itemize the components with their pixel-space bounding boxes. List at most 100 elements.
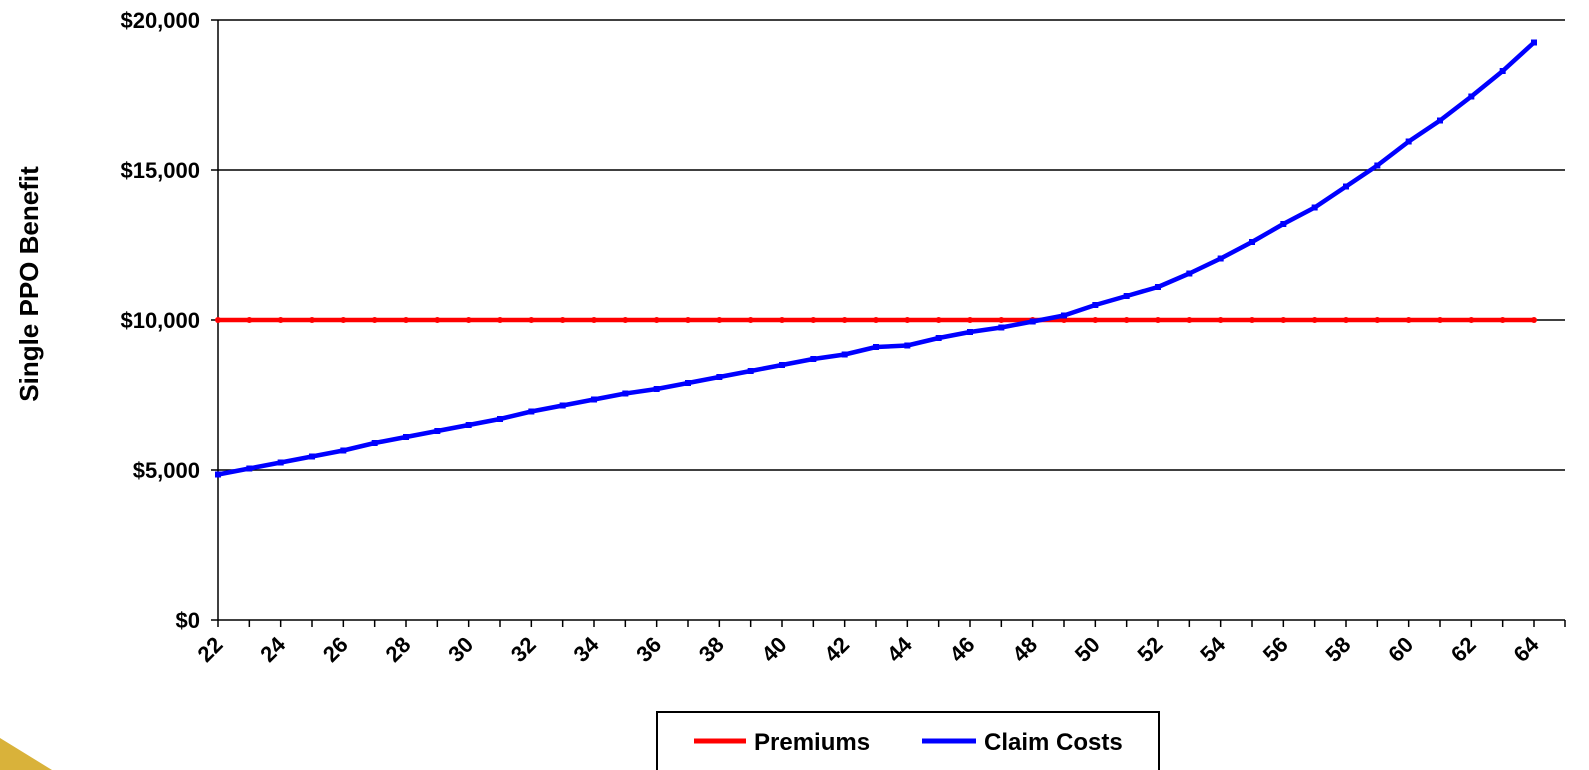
- x-tick-label: 22: [193, 632, 228, 667]
- data-point-premiums: [277, 317, 284, 323]
- data-point-claim-costs: [1123, 293, 1130, 299]
- series-lines: [215, 39, 1537, 478]
- data-point-premiums: [340, 317, 347, 323]
- data-point-claim-costs: [935, 335, 942, 341]
- y-tick-label: $0: [176, 608, 200, 633]
- x-tick-label: 36: [631, 632, 666, 667]
- x-tick-label: 44: [882, 631, 918, 667]
- data-point-claim-costs: [1061, 312, 1067, 319]
- data-point-premiums: [497, 317, 503, 323]
- x-tick-label: 42: [819, 632, 854, 667]
- x-tick-label: 52: [1133, 632, 1168, 667]
- data-point-premiums: [528, 317, 535, 323]
- data-point-claim-costs: [591, 396, 597, 403]
- data-point-premiums: [1155, 317, 1161, 323]
- data-point-claim-costs: [1374, 162, 1381, 169]
- data-point-claim-costs: [434, 428, 441, 434]
- data-point-claim-costs: [810, 356, 817, 362]
- data-point-premiums: [559, 317, 566, 323]
- x-tick-label: 26: [318, 632, 353, 667]
- data-point-claim-costs: [559, 402, 566, 409]
- x-tick-label: 50: [1070, 632, 1105, 667]
- data-point-claim-costs: [215, 471, 221, 478]
- data-point-claim-costs: [1029, 318, 1036, 325]
- data-point-premiums: [1405, 317, 1412, 323]
- data-point-premiums: [1531, 317, 1537, 323]
- x-tick-label: 64: [1509, 631, 1545, 667]
- x-tick-label: 30: [443, 632, 478, 667]
- data-point-claim-costs: [904, 342, 911, 349]
- data-point-premiums: [1311, 317, 1318, 323]
- data-point-premiums: [935, 317, 942, 323]
- data-point-premiums: [465, 317, 472, 323]
- data-point-claim-costs: [371, 440, 378, 446]
- data-point-premiums: [904, 317, 911, 323]
- data-point-claim-costs: [1499, 68, 1506, 74]
- x-tick-label: 58: [1321, 632, 1356, 667]
- data-point-premiums: [716, 317, 723, 323]
- data-point-premiums: [998, 317, 1005, 323]
- y-axis-ticks: $0 $5,000 $10,000 $15,000 $20,000: [120, 8, 218, 633]
- data-point-claim-costs: [403, 434, 409, 440]
- data-point-claim-costs: [1092, 302, 1099, 308]
- data-point-premiums: [1499, 317, 1506, 323]
- corner-decoration: [0, 738, 52, 770]
- x-tick-label: 34: [569, 631, 605, 667]
- data-point-premiums: [1343, 317, 1349, 323]
- x-tick-label: 56: [1258, 632, 1293, 667]
- y-tick-label: $15,000: [120, 158, 200, 183]
- x-tick-label: 54: [1195, 631, 1231, 667]
- data-point-premiums: [653, 317, 660, 323]
- data-point-premiums: [685, 317, 691, 323]
- data-point-premiums: [967, 317, 973, 323]
- x-tick-label: 46: [945, 632, 980, 667]
- data-point-claim-costs: [528, 408, 535, 415]
- x-tick-label: 24: [255, 631, 291, 667]
- data-point-claim-costs: [1155, 284, 1161, 290]
- data-point-claim-costs: [685, 380, 691, 386]
- x-tick-label: 40: [757, 632, 792, 667]
- data-point-claim-costs: [465, 422, 472, 428]
- data-point-claim-costs: [497, 416, 503, 422]
- data-point-premiums: [841, 317, 848, 323]
- data-point-claim-costs: [277, 459, 284, 466]
- data-point-claim-costs: [309, 453, 315, 460]
- legend-label-claim-costs: Claim Costs: [984, 729, 1123, 756]
- y-axis-title: Single PPO Benefit: [14, 166, 44, 402]
- data-point-claim-costs: [1217, 255, 1224, 262]
- y-tick-label: $5,000: [133, 458, 200, 483]
- data-point-premiums: [591, 317, 597, 323]
- data-point-premiums: [1280, 317, 1287, 323]
- x-tick-label: 38: [694, 632, 729, 667]
- data-point-claim-costs: [716, 374, 723, 380]
- data-point-premiums: [1092, 317, 1099, 323]
- data-point-claim-costs: [653, 386, 660, 392]
- data-point-claim-costs: [622, 390, 629, 397]
- data-point-premiums: [1249, 317, 1255, 323]
- data-point-premiums: [622, 317, 629, 323]
- y-tick-label: $10,000: [120, 308, 200, 333]
- data-point-claim-costs: [1405, 138, 1412, 145]
- data-point-premiums: [1437, 317, 1443, 323]
- data-point-premiums: [873, 317, 879, 323]
- data-point-premiums: [1186, 317, 1193, 323]
- x-axis-ticks: 22 24 26 28 30 32 34 36 38 40 42 44 46 48 50 52 54 56 58 60…: [193, 620, 1566, 667]
- data-point-premiums: [434, 317, 441, 323]
- data-point-premiums: [309, 317, 315, 323]
- data-point-premiums: [215, 317, 221, 323]
- data-point-claim-costs: [747, 368, 754, 374]
- series-line-claim-costs: [215, 40, 1537, 477]
- x-tick-label: 28: [381, 632, 416, 667]
- data-point-claim-costs: [1343, 183, 1349, 190]
- data-point-claim-costs: [1249, 239, 1255, 245]
- data-point-claim-costs: [873, 344, 879, 350]
- data-point-claim-costs: [1186, 270, 1193, 277]
- data-point-claim-costs: [340, 447, 347, 454]
- x-tick-label: 48: [1007, 632, 1042, 667]
- data-point-claim-costs: [998, 324, 1005, 331]
- data-point-claim-costs: [841, 351, 848, 358]
- data-point-premiums: [1123, 317, 1130, 323]
- data-point-claim-costs: [1531, 39, 1537, 46]
- data-point-claim-costs: [1437, 117, 1443, 124]
